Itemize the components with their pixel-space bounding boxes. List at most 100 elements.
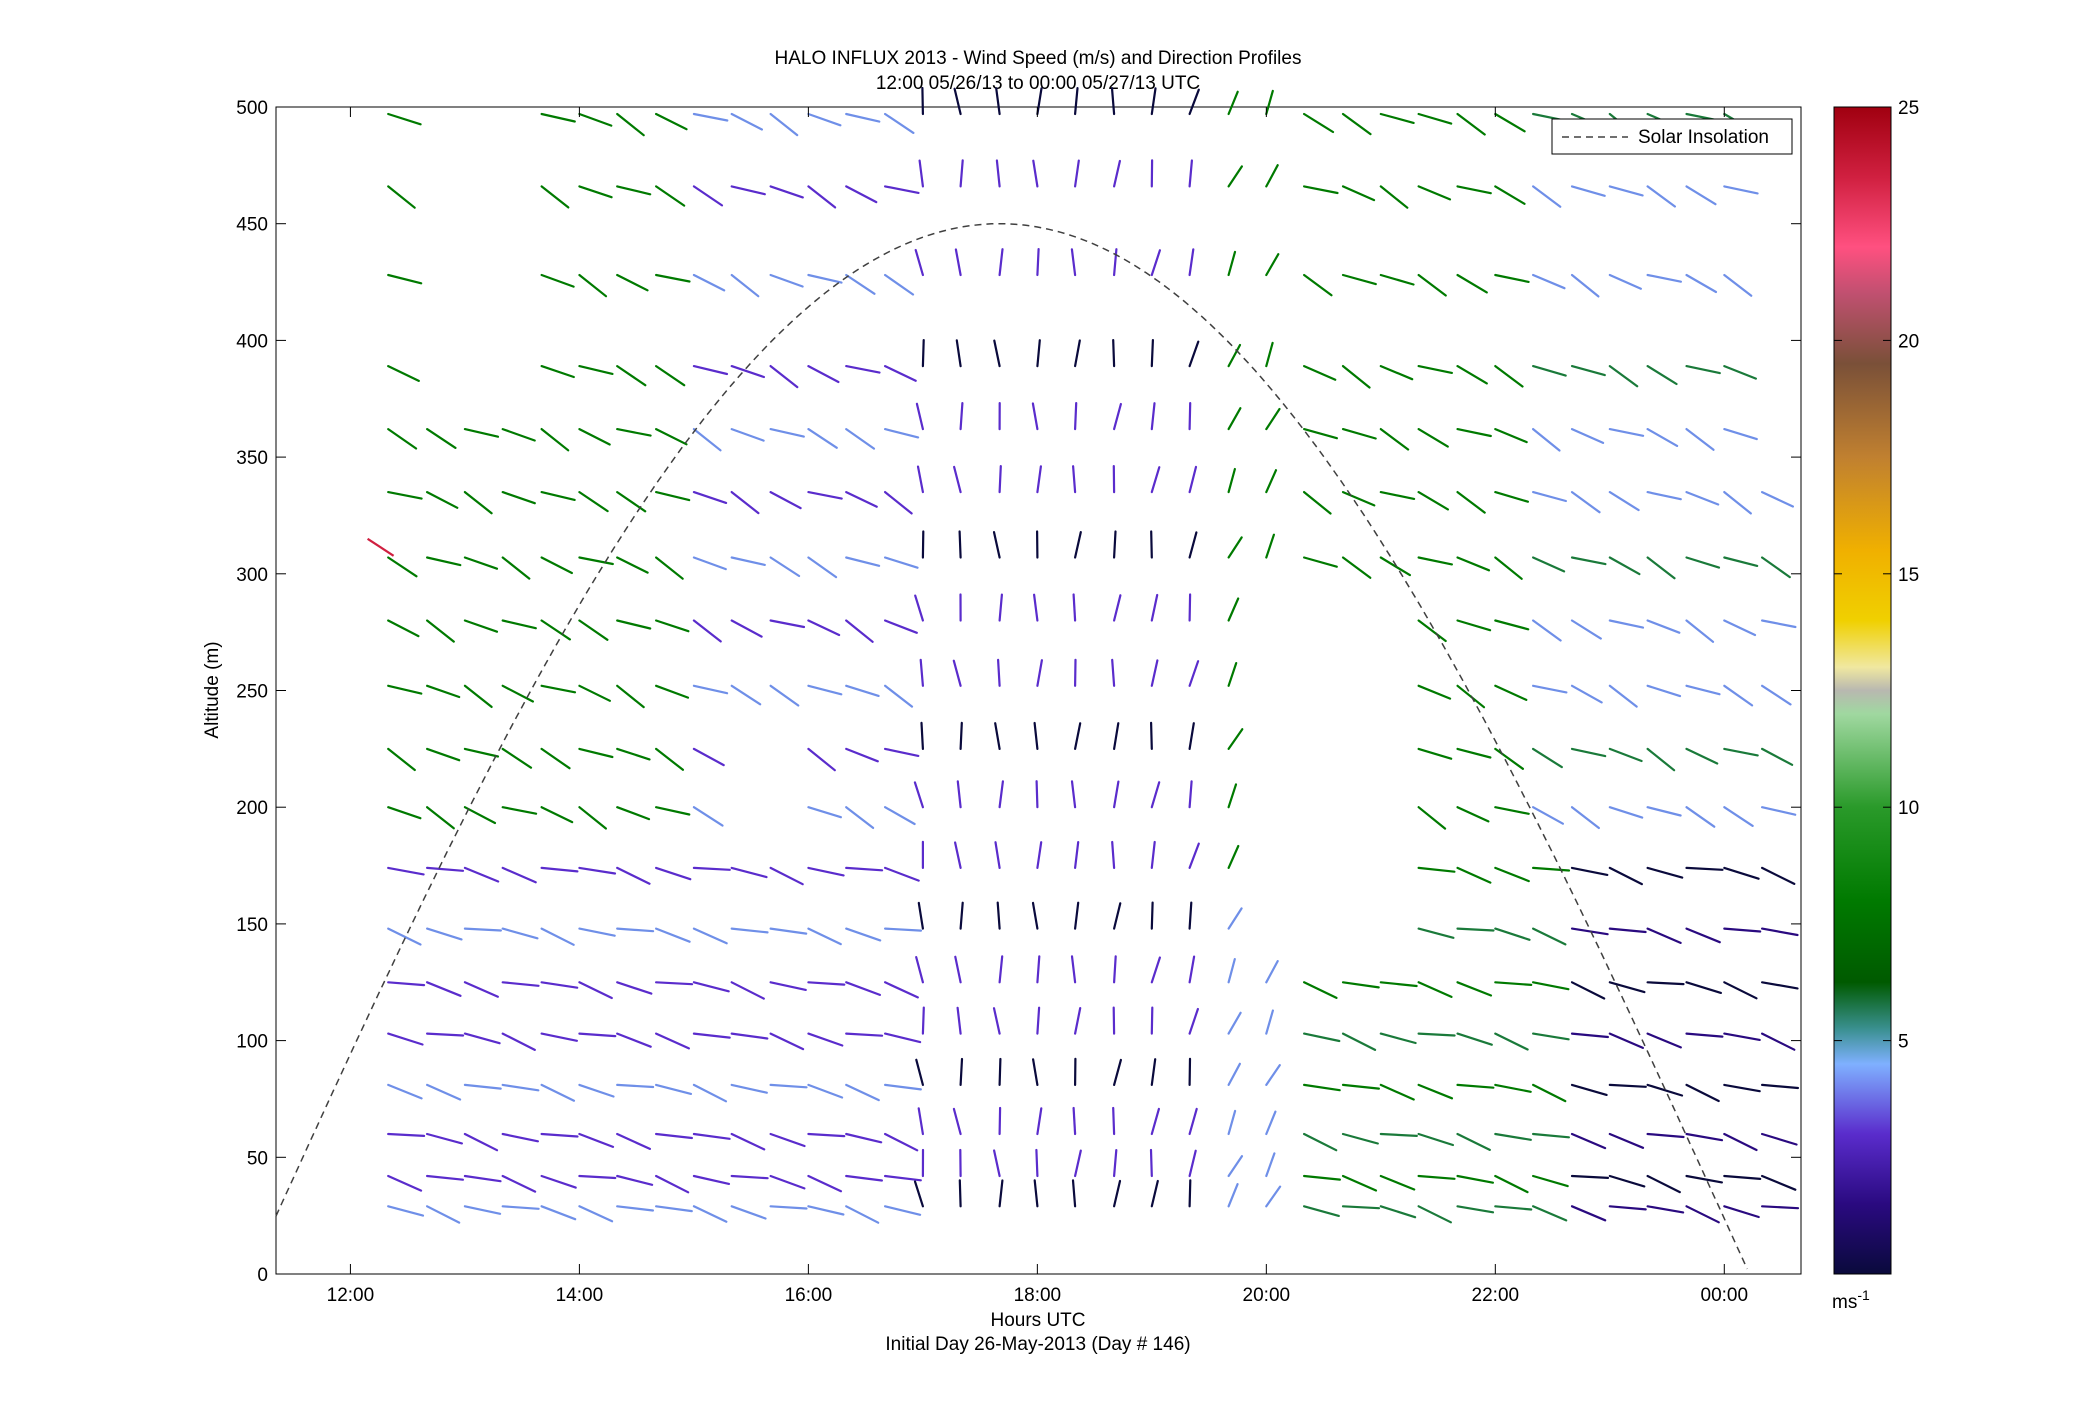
wind-vector	[540, 619, 572, 641]
wind-vector	[1494, 806, 1530, 815]
wind-vector	[616, 747, 651, 761]
wind-vector	[1379, 428, 1410, 451]
wind-vector	[654, 365, 686, 387]
wind-vector	[578, 866, 617, 875]
wind-vector	[1036, 1107, 1043, 1136]
wind-vector	[501, 806, 538, 815]
wind-vector	[1265, 1009, 1275, 1035]
wind-vector	[1031, 1058, 1039, 1087]
wind-vector	[540, 428, 570, 452]
wind-vector	[1150, 530, 1153, 559]
wind-vector	[540, 747, 571, 770]
wind-vector	[654, 806, 691, 816]
wind-vector	[1379, 365, 1414, 381]
wind-vector	[1073, 1149, 1082, 1178]
wind-vector	[1494, 684, 1528, 702]
wind-vector	[1685, 365, 1721, 375]
wind-vector	[1685, 428, 1715, 451]
wind-vector	[1456, 365, 1488, 385]
wind-vector	[1379, 1205, 1417, 1219]
wind-vector	[1723, 619, 1757, 637]
wind-vector	[654, 866, 692, 881]
wind-vector	[1494, 866, 1530, 883]
wind-vector	[883, 1083, 922, 1091]
wind-vector	[1531, 185, 1562, 208]
wind-vector	[654, 619, 690, 633]
wind-vector	[1531, 684, 1568, 694]
wind-vector	[1646, 1174, 1681, 1194]
wind-vector	[387, 273, 423, 285]
wind-vector	[998, 465, 1002, 494]
wind-vector	[1646, 1132, 1685, 1139]
wind-vector	[387, 806, 422, 820]
wind-vector	[1112, 1179, 1122, 1208]
wind-vector	[654, 491, 691, 502]
wind-vector	[1531, 273, 1566, 290]
wind-vector	[1150, 593, 1159, 622]
wind-vector	[730, 273, 760, 298]
wind-vector	[426, 428, 457, 449]
legend-entry: Solar Insolation	[1638, 127, 1769, 148]
wind-vector	[463, 1032, 501, 1045]
wind-vector	[1341, 1083, 1381, 1090]
wind-vector	[807, 112, 842, 127]
wind-vector	[996, 658, 1001, 687]
chart-subtitle: 12:00 05/26/13 to 00:00 05/27/13 UTC	[876, 73, 1200, 94]
wind-vector	[953, 87, 962, 116]
wind-vector	[426, 927, 463, 941]
wind-vector	[1570, 1083, 1608, 1097]
wind-vector	[1417, 806, 1447, 830]
wind-vector	[654, 1205, 693, 1213]
wind-vector	[692, 491, 728, 504]
wind-vector	[463, 1205, 502, 1215]
wind-vector	[1760, 806, 1797, 816]
wind-vector	[1265, 533, 1276, 559]
wind-vector	[1265, 959, 1279, 984]
wind-vector	[1570, 273, 1600, 298]
wind-vector	[1494, 491, 1530, 503]
wind-vector	[1341, 1032, 1377, 1052]
x-tick-label: 20:00	[1243, 1285, 1291, 1306]
wind-vector	[1494, 1083, 1532, 1093]
wind-vector	[769, 185, 804, 199]
wind-vector	[998, 780, 1005, 809]
wind-vector	[1685, 491, 1720, 506]
wind-vector	[1723, 684, 1754, 707]
wind-vector	[654, 1132, 694, 1140]
wind-vector	[1112, 1106, 1116, 1136]
wind-vector	[1417, 112, 1453, 125]
wind-vector	[730, 1032, 769, 1040]
wind-vector	[1112, 594, 1122, 622]
wind-vector	[578, 428, 611, 446]
wind-vector	[1723, 1132, 1758, 1152]
wind-vector	[1417, 747, 1453, 760]
wind-vector	[917, 901, 925, 930]
x-axis-ticks: 12:00 14:00 16:00 18:00 20:00 22:00 00:00	[327, 107, 1748, 1306]
wind-vector	[1036, 465, 1043, 494]
wind-vector	[654, 556, 684, 580]
wind-vector	[1227, 1011, 1242, 1035]
wind-vector	[692, 1032, 731, 1039]
y-axis-label: Altitude (m)	[202, 641, 223, 738]
wind-vector	[959, 901, 964, 930]
wind-vector	[1456, 273, 1488, 294]
wind-vector	[463, 806, 497, 825]
wind-vector	[1031, 402, 1039, 431]
wind-vector	[730, 112, 764, 131]
colorbar-tick-label: 25	[1898, 98, 1919, 119]
wind-vector	[1456, 927, 1495, 932]
wind-vector	[616, 1205, 655, 1212]
wind-vector	[952, 659, 962, 687]
wind-vector	[883, 1174, 922, 1182]
wind-vector	[1608, 185, 1644, 197]
wind-vector	[1646, 866, 1684, 879]
wind-vector	[387, 1205, 425, 1217]
wind-vector	[1646, 428, 1679, 447]
wind-vector	[1456, 747, 1492, 759]
wind-vector	[1070, 955, 1077, 984]
wind-vector	[1379, 185, 1409, 209]
wind-vector	[426, 1032, 465, 1037]
wind-vector	[1531, 866, 1571, 872]
wind-vector	[1032, 593, 1039, 622]
wind-vector	[845, 112, 881, 123]
